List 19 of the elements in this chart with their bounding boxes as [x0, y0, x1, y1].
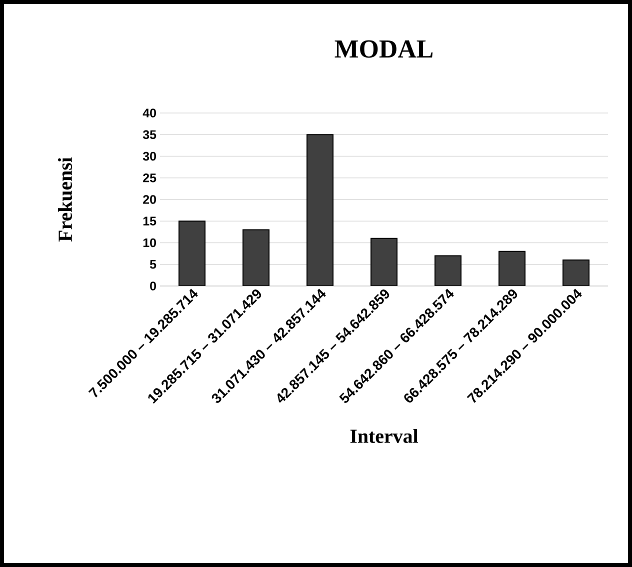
y-tick-label: 30: [142, 152, 156, 161]
bar: [370, 238, 398, 286]
bar: [498, 250, 526, 286]
x-axis-title: Interval: [350, 428, 418, 443]
y-tick-label: 0: [150, 282, 156, 290]
bar: [434, 255, 462, 286]
bar: [306, 134, 334, 286]
y-axis-title: Frekuensi: [58, 157, 72, 242]
bar: [242, 229, 270, 286]
y-tick-label: 25: [143, 173, 156, 182]
chart-title: MODAL: [334, 40, 433, 58]
y-tick-label: 5: [150, 260, 156, 269]
y-tick-label: 20: [143, 195, 156, 204]
y-tick-label: 15: [143, 216, 156, 226]
bar: [178, 220, 206, 286]
bar: [562, 260, 590, 286]
y-tick-label: 10: [143, 238, 156, 248]
y-tick-label: 40: [142, 108, 156, 118]
y-tick-label: 35: [142, 130, 156, 140]
